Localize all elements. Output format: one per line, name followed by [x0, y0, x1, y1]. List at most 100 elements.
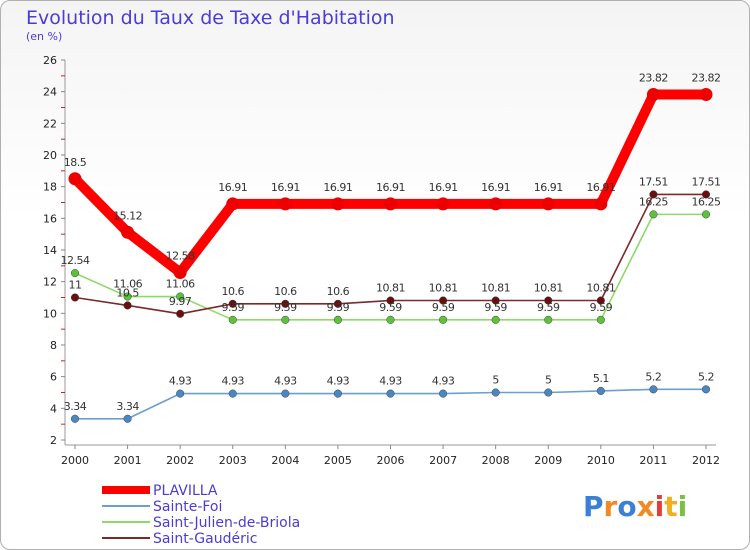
- data-label-plavilla: 23.82: [692, 72, 721, 85]
- series-plavilla: [68, 88, 713, 279]
- data-label-plavilla: 12.58: [166, 249, 195, 262]
- data-label-saint-julien-de-briola: 9.59: [590, 301, 613, 314]
- y-tick-label: 18: [43, 181, 57, 194]
- data-point-saint-gauderic: [439, 296, 448, 305]
- x-tick-label: 2007: [429, 454, 457, 467]
- data-label-sainte-foi: 5: [545, 374, 552, 387]
- data-point-saint-julien-de-briola: [333, 315, 342, 324]
- data-point-saint-julien-de-briola: [701, 210, 711, 219]
- data-label-sainte-foi: 5.2: [698, 370, 714, 383]
- data-point-plavilla: [121, 225, 135, 239]
- x-tick-label: 2000: [61, 454, 89, 467]
- data-label-saint-gauderic: 10.6: [222, 285, 245, 298]
- data-label-sainte-foi: 3.34: [64, 400, 87, 413]
- data-label-saint-gauderic: 10.5: [116, 286, 139, 299]
- data-point-plavilla: [68, 172, 82, 186]
- x-tick-label: 2008: [482, 454, 510, 467]
- data-label-saint-gauderic: 10.81: [534, 282, 563, 295]
- data-point-plavilla: [226, 197, 240, 211]
- x-tick-label: 2003: [219, 454, 247, 467]
- legend-label: Saint-Gaudéric: [153, 531, 257, 547]
- data-label-saint-gauderic: 10.6: [274, 285, 297, 298]
- data-point-plavilla: [436, 197, 450, 211]
- data-point-sainte-foi: [596, 386, 605, 395]
- data-label-sainte-foi: 4.93: [222, 375, 245, 388]
- data-point-sainte-foi: [701, 385, 711, 394]
- data-point-sainte-foi: [176, 389, 185, 398]
- data-point-sainte-foi: [123, 414, 132, 423]
- data-label-plavilla: 15.12: [113, 209, 142, 222]
- data-point-sainte-foi: [386, 389, 395, 398]
- logo-letter: i: [678, 490, 688, 523]
- data-label-saint-julien-de-briola: 11.06: [166, 278, 195, 291]
- data-point-sainte-foi: [649, 385, 658, 394]
- data-label-saint-gauderic: 9.97: [169, 295, 192, 308]
- data-point-plavilla: [699, 88, 713, 102]
- data-label-saint-julien-de-briola: 9.59: [484, 301, 507, 314]
- data-label-saint-gauderic: 10.6: [327, 285, 350, 298]
- data-point-plavilla: [489, 197, 503, 211]
- data-label-saint-gauderic: 10.81: [586, 282, 615, 295]
- data-label-saint-julien-de-briola: 9.59: [379, 301, 402, 314]
- data-label-plavilla: 16.91: [323, 181, 352, 194]
- data-point-saint-julien-de-briola: [491, 315, 500, 324]
- data-point-plavilla: [331, 197, 345, 211]
- data-label-plavilla: 16.91: [271, 181, 300, 194]
- data-point-saint-gauderic: [701, 190, 711, 199]
- data-label-sainte-foi: 5.2: [645, 370, 661, 383]
- data-point-sainte-foi: [281, 389, 290, 398]
- x-tick-label: 2006: [377, 454, 405, 467]
- data-label-sainte-foi: 4.93: [169, 375, 192, 388]
- data-label-plavilla: 23.82: [639, 72, 668, 85]
- y-tick-label: 24: [43, 86, 57, 99]
- data-label-sainte-foi: 4.93: [379, 375, 402, 388]
- x-tick-label: 2001: [114, 454, 142, 467]
- data-point-sainte-foi: [544, 388, 553, 397]
- y-tick-label: 26: [43, 54, 57, 67]
- data-label-sainte-foi: 5: [492, 374, 499, 387]
- data-point-saint-julien-de-briola: [281, 315, 290, 324]
- chart-subtitle: (en %): [26, 30, 62, 43]
- data-point-plavilla: [278, 197, 292, 211]
- y-tick-label: 6: [50, 371, 57, 384]
- data-label-plavilla: 16.91: [429, 181, 458, 194]
- data-point-saint-gauderic: [596, 296, 605, 305]
- data-label-sainte-foi: 5.1: [593, 372, 609, 385]
- data-label-plavilla: 16.91: [481, 181, 510, 194]
- data-label-saint-gauderic: 10.81: [429, 282, 458, 295]
- data-label-saint-julien-de-briola: 9.59: [432, 301, 455, 314]
- data-point-saint-julien-de-briola: [228, 315, 237, 324]
- data-point-plavilla: [173, 265, 187, 279]
- data-label-saint-julien-de-briola: 9.59: [274, 301, 297, 314]
- data-label-saint-julien-de-briola: 9.59: [537, 301, 560, 314]
- x-tick-label: 2010: [587, 454, 615, 467]
- x-tick-label: 2011: [639, 454, 667, 467]
- data-point-saint-julien-de-briola: [386, 315, 395, 324]
- data-point-saint-gauderic: [70, 293, 80, 302]
- data-point-saint-julien-de-briola: [649, 210, 658, 219]
- data-point-sainte-foi: [333, 389, 342, 398]
- data-point-saint-julien-de-briola: [176, 292, 185, 301]
- legend-label: Sainte-Foi: [153, 499, 222, 515]
- data-label-saint-julien-de-briola: 12.54: [61, 254, 90, 267]
- data-labels: 12.54 11.06 11.06 9.59 9.59 9.59 9.59 9.59 9.59 9…: [61, 72, 722, 413]
- logo-letter: t: [664, 490, 677, 523]
- data-point-saint-julien-de-briola: [123, 292, 132, 301]
- x-tick-label: 2005: [324, 454, 352, 467]
- data-point-sainte-foi: [228, 389, 237, 398]
- data-label-saint-gauderic: 17.51: [692, 175, 721, 188]
- data-point-saint-gauderic: [123, 301, 132, 310]
- logo-letter: x: [637, 490, 655, 523]
- logo-letter: i: [655, 490, 665, 523]
- data-point-saint-julien-de-briola: [544, 315, 553, 324]
- data-point-saint-gauderic: [491, 296, 500, 305]
- data-label-saint-julien-de-briola: 16.25: [692, 195, 721, 208]
- data-point-saint-gauderic: [333, 299, 342, 308]
- data-label-sainte-foi: 4.93: [274, 375, 297, 388]
- x-tick-label: 2004: [271, 454, 299, 467]
- x-tick-label: 2012: [692, 454, 720, 467]
- proxiti-logo-text: Proxiti: [583, 490, 687, 523]
- data-point-sainte-foi: [439, 389, 448, 398]
- y-tick-label: 10: [43, 307, 57, 320]
- logo-letter: r: [604, 490, 618, 523]
